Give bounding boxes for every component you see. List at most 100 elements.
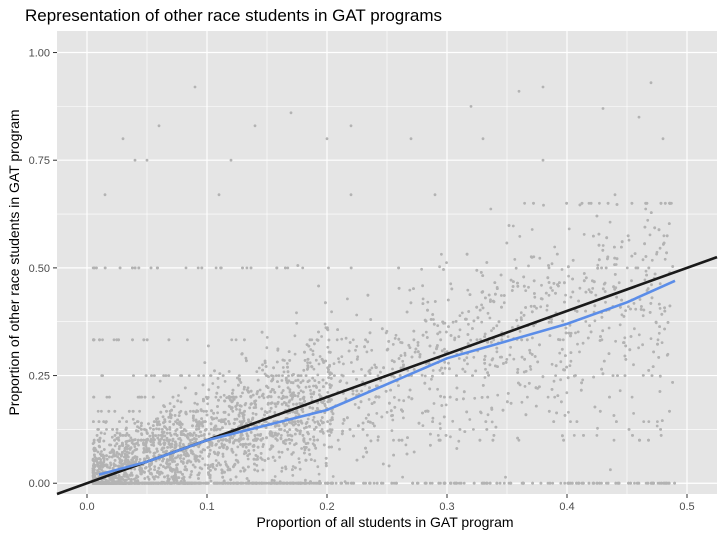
data-point [288,428,291,431]
data-point [118,420,121,423]
data-point [102,440,105,443]
data-point [523,202,526,205]
data-point [246,477,249,480]
data-point [281,374,284,377]
data-point [368,398,371,401]
data-point [565,332,568,335]
data-point [545,292,548,295]
data-point [365,417,368,420]
data-point [283,371,286,374]
data-point [247,391,250,394]
data-point [300,420,303,423]
data-point [455,320,458,323]
data-point [633,302,636,305]
data-point [462,397,465,400]
data-point [174,414,177,417]
data-point [602,287,605,290]
data-point [219,464,222,467]
data-point [216,405,219,408]
data-point [227,420,230,423]
data-point [295,442,298,445]
data-point [656,425,659,428]
data-point [630,335,633,338]
data-point [647,267,650,270]
data-point [332,475,335,478]
data-point [297,424,300,427]
data-point [431,375,434,378]
data-point [103,457,106,460]
data-point [488,294,491,297]
data-point [189,432,192,435]
data-point [472,428,475,431]
data-point [367,420,370,423]
data-point [468,418,471,421]
data-point [318,389,321,392]
data-point [267,403,270,406]
data-point [147,470,150,473]
data-point [210,422,213,425]
data-point [148,449,151,452]
data-point [499,482,502,485]
data-point [556,394,559,397]
data-point [370,440,373,443]
data-point [652,482,655,485]
data-point [288,359,291,362]
data-point [395,482,398,485]
data-point [671,265,674,268]
data-point [362,422,365,425]
data-point [602,372,605,375]
data-point [195,420,198,423]
data-point [179,471,182,474]
data-point [149,427,152,430]
data-point [201,457,204,460]
data-point [433,402,436,405]
data-point [204,463,207,466]
data-point [216,464,219,467]
data-point [659,282,662,285]
data-point [113,410,116,413]
data-point [223,444,226,447]
data-point [392,439,395,442]
data-point [561,320,564,323]
data-point [493,300,496,303]
data-point [516,437,519,440]
data-point [551,363,554,366]
data-point [490,408,493,411]
data-point [423,382,426,385]
data-point [373,364,376,367]
data-point [100,454,103,457]
data-point [162,465,165,468]
data-point [263,414,266,417]
data-point [215,267,218,270]
data-point [126,474,129,477]
data-point [132,374,135,377]
data-point [280,470,283,473]
data-point [561,268,564,271]
data-point [550,318,553,321]
data-point [614,273,617,276]
data-point [207,388,210,391]
data-point [489,482,492,485]
data-point [570,332,573,335]
data-point [140,432,143,435]
data-point [569,364,572,367]
data-point [512,225,515,228]
data-point [184,465,187,468]
data-point [194,482,197,485]
data-point [321,416,324,419]
data-point [642,420,645,423]
data-point [540,482,543,485]
data-point [219,396,222,399]
data-point [245,482,248,485]
data-point [489,300,492,303]
data-point [621,240,624,243]
data-point [318,482,321,485]
data-point [288,421,291,424]
data-point [439,422,442,425]
data-point [309,406,312,409]
data-point [235,454,238,457]
data-point [242,437,245,440]
data-point [635,267,638,270]
data-point [496,394,499,397]
data-point [135,458,138,461]
